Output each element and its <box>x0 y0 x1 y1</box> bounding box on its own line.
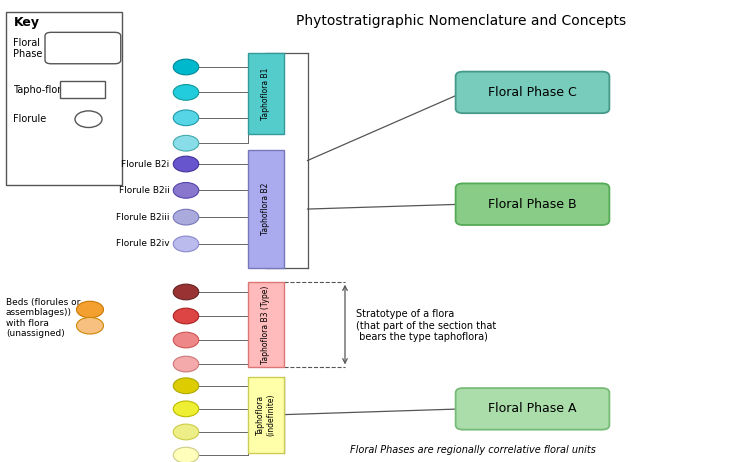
Text: Floral
Phase: Floral Phase <box>13 38 43 59</box>
Text: Beds (florules or
assemblages))
with flora
(unassigned): Beds (florules or assemblages)) with flo… <box>6 298 80 338</box>
Circle shape <box>173 284 199 300</box>
FancyBboxPatch shape <box>455 72 609 113</box>
Circle shape <box>173 135 199 151</box>
Circle shape <box>173 209 199 225</box>
FancyBboxPatch shape <box>60 81 105 98</box>
Text: Stratotype of a flora
(that part of the section that
 bears the type taphoflora): Stratotype of a flora (that part of the … <box>356 309 496 342</box>
Circle shape <box>173 236 199 252</box>
FancyBboxPatch shape <box>45 32 121 64</box>
Text: Tapho-flora: Tapho-flora <box>13 85 67 95</box>
Text: Florule B2iii: Florule B2iii <box>116 213 170 222</box>
Text: Floral Phase A: Floral Phase A <box>488 402 577 415</box>
Text: Florule B2iv: Florule B2iv <box>116 239 170 249</box>
Text: Taphoflora
(indefinite): Taphoflora (indefinite) <box>256 394 275 436</box>
Text: Phytostratigraphic Nomenclature and Concepts: Phytostratigraphic Nomenclature and Conc… <box>296 14 626 28</box>
Circle shape <box>173 447 199 462</box>
Text: Florule B2ii: Florule B2ii <box>118 186 170 195</box>
Text: Floral Phase C: Floral Phase C <box>488 86 577 99</box>
Circle shape <box>173 110 199 126</box>
Circle shape <box>173 308 199 324</box>
Circle shape <box>173 156 199 172</box>
Circle shape <box>75 111 102 128</box>
FancyBboxPatch shape <box>6 12 122 185</box>
Circle shape <box>76 317 104 334</box>
FancyBboxPatch shape <box>248 377 284 453</box>
Circle shape <box>173 182 199 198</box>
Text: Taphoflora B2: Taphoflora B2 <box>261 183 270 235</box>
FancyBboxPatch shape <box>455 388 609 430</box>
Text: Taphoflora B1: Taphoflora B1 <box>261 67 270 120</box>
FancyBboxPatch shape <box>248 150 284 268</box>
FancyBboxPatch shape <box>248 282 284 367</box>
Circle shape <box>173 401 199 417</box>
Text: Floral Phase B: Floral Phase B <box>488 198 577 211</box>
Text: Florule: Florule <box>13 114 46 124</box>
Circle shape <box>173 85 199 100</box>
Circle shape <box>173 356 199 372</box>
Text: Key: Key <box>13 16 40 29</box>
Circle shape <box>173 59 199 75</box>
Text: Floral Phases are regionally correlative floral units: Floral Phases are regionally correlative… <box>350 445 596 455</box>
FancyBboxPatch shape <box>455 183 609 225</box>
Circle shape <box>76 301 104 318</box>
Circle shape <box>173 378 199 394</box>
FancyBboxPatch shape <box>248 53 284 134</box>
Text: Florule B2i: Florule B2i <box>122 159 170 169</box>
Circle shape <box>173 332 199 348</box>
Text: Taphoflora B3 (Type): Taphoflora B3 (Type) <box>261 286 270 364</box>
Circle shape <box>173 424 199 440</box>
